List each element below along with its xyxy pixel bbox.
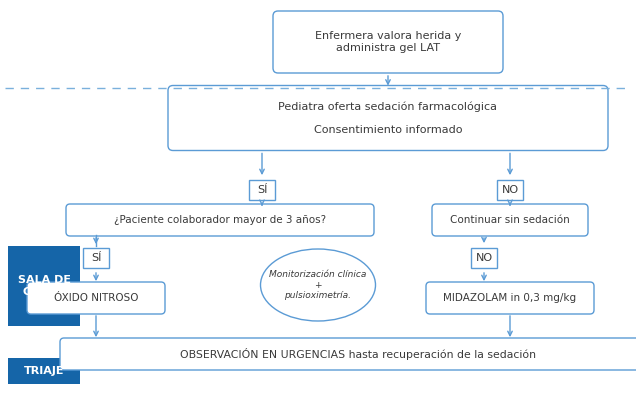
FancyBboxPatch shape	[426, 282, 594, 314]
FancyBboxPatch shape	[27, 282, 165, 314]
FancyBboxPatch shape	[471, 248, 497, 268]
Text: Continuar sin sedación: Continuar sin sedación	[450, 215, 570, 225]
FancyBboxPatch shape	[8, 246, 80, 326]
Text: NO: NO	[476, 253, 492, 263]
Text: TRIAJE: TRIAJE	[24, 366, 64, 376]
Ellipse shape	[261, 249, 375, 321]
Text: MIDAZOLAM in 0,3 mg/kg: MIDAZOLAM in 0,3 mg/kg	[443, 293, 577, 303]
Text: OBSERVACIÓN EN URGENCIAS hasta recuperación de la sedación: OBSERVACIÓN EN URGENCIAS hasta recuperac…	[180, 348, 536, 360]
Text: ÓXIDO NITROSO: ÓXIDO NITROSO	[54, 293, 138, 303]
FancyBboxPatch shape	[83, 248, 109, 268]
FancyBboxPatch shape	[273, 11, 503, 73]
Text: Monitorización clínica
+
pulsioximetría.: Monitorización clínica + pulsioximetría.	[269, 270, 367, 300]
Text: SÍ: SÍ	[257, 185, 267, 195]
FancyBboxPatch shape	[168, 86, 608, 150]
FancyBboxPatch shape	[249, 180, 275, 200]
Text: Pediatra oferta sedación farmacológica

Consentimiento informado: Pediatra oferta sedación farmacológica C…	[279, 101, 497, 135]
Text: SALA DE
CURAS: SALA DE CURAS	[18, 275, 71, 297]
FancyBboxPatch shape	[432, 204, 588, 236]
Text: NO: NO	[501, 185, 518, 195]
FancyBboxPatch shape	[8, 358, 80, 384]
Text: SÍ: SÍ	[91, 253, 101, 263]
FancyBboxPatch shape	[60, 338, 636, 370]
Text: ¿Paciente colaborador mayor de 3 años?: ¿Paciente colaborador mayor de 3 años?	[114, 215, 326, 225]
FancyBboxPatch shape	[66, 204, 374, 236]
Text: Enfermera valora herida y
administra gel LAT: Enfermera valora herida y administra gel…	[315, 31, 461, 53]
FancyBboxPatch shape	[497, 180, 523, 200]
